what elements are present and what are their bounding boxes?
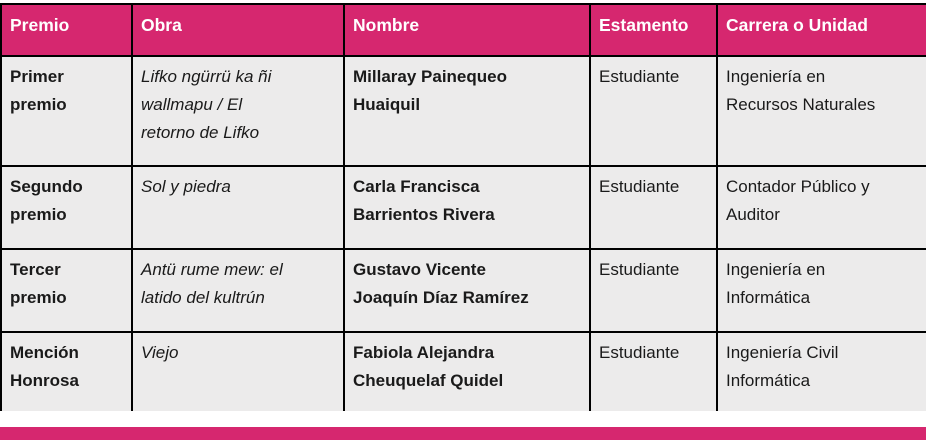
- next-table-header-strip: [0, 427, 926, 440]
- cell-nombre: Carla Francisca Barrientos Rivera: [343, 165, 591, 250]
- column-header-carrera: Carrera o Unidad: [716, 3, 926, 57]
- cell-estamento: Estudiante: [589, 55, 718, 167]
- cell-obra: Lifko ngürrü ka ñi wallmapu / El retorno…: [131, 55, 345, 167]
- column-header-premio: Premio: [0, 3, 133, 57]
- cell-nombre: Millaray Painequeo Huaiquil: [343, 55, 591, 167]
- table-row: Tercer premio Antü rume mew: el latido d…: [0, 248, 926, 333]
- cell-carrera: Contador Público y Auditor: [716, 165, 926, 250]
- cell-premio: Tercer premio: [0, 248, 133, 333]
- cell-obra: Sol y piedra: [131, 165, 345, 250]
- cell-nombre: Gustavo Vicente Joaquín Díaz Ramírez: [343, 248, 591, 333]
- cell-estamento: Estudiante: [589, 331, 718, 411]
- cell-premio: Mención Honrosa: [0, 331, 133, 411]
- cell-carrera: Ingeniería en Recursos Naturales: [716, 55, 926, 167]
- cell-premio: Segundo premio: [0, 165, 133, 250]
- awards-table: Premio Obra Nombre Estamento Carrera o U…: [0, 3, 926, 411]
- column-header-obra: Obra: [131, 3, 345, 57]
- column-header-nombre: Nombre: [343, 3, 591, 57]
- cell-premio: Primer premio: [0, 55, 133, 167]
- cell-obra: Antü rume mew: el latido del kultrún: [131, 248, 345, 333]
- cell-nombre: Fabiola Alejandra Cheuquelaf Quidel: [343, 331, 591, 411]
- cell-carrera: Ingeniería Civil Informática: [716, 331, 926, 411]
- cell-obra: Viejo: [131, 331, 345, 411]
- table-row: Primer premio Lifko ngürrü ka ñi wallmap…: [0, 55, 926, 167]
- table-header-row: Premio Obra Nombre Estamento Carrera o U…: [0, 3, 926, 57]
- cell-estamento: Estudiante: [589, 248, 718, 333]
- cell-carrera: Ingeniería en Informática: [716, 248, 926, 333]
- table-row: Mención Honrosa Viejo Fabiola Alejandra …: [0, 331, 926, 411]
- column-header-estamento: Estamento: [589, 3, 718, 57]
- cell-estamento: Estudiante: [589, 165, 718, 250]
- table-row: Segundo premio Sol y piedra Carla Franci…: [0, 165, 926, 250]
- document-page: Premio Obra Nombre Estamento Carrera o U…: [0, 3, 926, 441]
